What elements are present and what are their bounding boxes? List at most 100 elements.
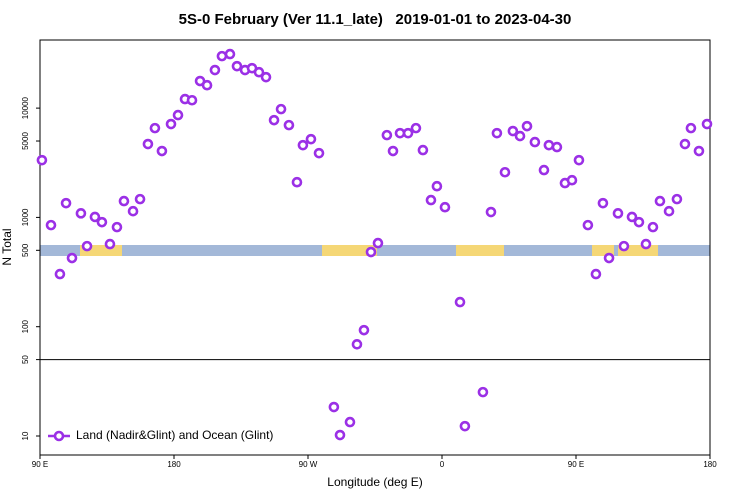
point [156,145,168,157]
point [209,64,221,76]
point [134,193,146,205]
x-axis-label: Longitude (deg E) [327,475,422,489]
point [372,237,384,249]
point [417,144,429,156]
point [685,122,697,134]
point [603,252,615,264]
point [45,219,57,231]
point [521,120,533,132]
point [75,208,87,219]
point [663,205,675,217]
point [328,401,340,413]
point [127,205,139,217]
point [402,127,414,139]
x-tick-label: 90 W [299,460,318,469]
point [499,166,511,178]
point [671,193,683,205]
point [231,60,243,72]
point [111,221,123,233]
point [507,125,519,137]
point [529,136,541,148]
point [365,246,377,258]
point [612,208,624,219]
point [358,324,370,336]
point [66,252,78,264]
point [679,138,691,150]
y-tick-label: 100 [21,319,30,333]
point [118,195,130,207]
point [590,268,602,280]
point [459,420,471,432]
point [647,221,659,233]
point [491,127,503,139]
x-tick-label: 180 [167,460,181,469]
point [334,429,346,441]
point [538,164,550,176]
point [89,211,101,223]
point [81,240,93,252]
point [283,119,295,131]
point [142,138,154,150]
legend-marker [53,430,65,442]
point [344,416,356,428]
x-tick-label: 90 E [32,460,48,469]
point [149,122,161,134]
point [654,195,666,207]
y-axis-label: N Total [0,228,14,265]
point [351,339,363,350]
point [431,180,443,192]
y-tick-label: 10000 [21,96,30,119]
x-tick-label: 90 E [568,460,584,469]
point [104,238,116,250]
map-land [80,245,658,256]
point [633,216,645,228]
point [693,145,705,157]
point [224,48,236,60]
y-tick-label: 1000 [21,208,30,226]
x-tick-label: 180 [703,460,717,469]
point [701,118,713,130]
point [543,139,555,151]
point [514,130,526,142]
y-tick-label: 500 [21,243,30,257]
point [485,206,497,218]
point [551,141,563,153]
point [96,216,108,228]
point [186,94,198,106]
x-tick-label: 0 [440,460,445,469]
legend-label: Land (Nadir&Glint) and Ocean (Glint) [76,428,273,442]
point [618,240,630,252]
y-tick-label: 50 [21,355,30,364]
point [297,139,309,151]
point [291,176,303,188]
point [54,268,66,280]
point [60,197,72,209]
point [36,154,48,166]
point [454,296,466,308]
point [165,118,177,130]
point [566,174,578,186]
point [573,154,585,166]
point [268,114,280,126]
point [305,133,317,145]
y-tick-label: 10 [21,431,30,440]
point [260,71,272,83]
point [381,129,393,141]
y-tick-label: 5000 [21,132,30,150]
point [439,201,451,213]
point [477,386,489,398]
point [275,103,287,115]
point [597,197,609,209]
point [410,122,422,134]
chart-title: 5S-0 February (Ver 11.1_late) 2019-01-01… [179,11,572,28]
point [172,109,184,121]
point [640,238,652,250]
plot-frame [39,39,711,456]
point [313,147,325,159]
point [582,219,594,231]
point [626,211,638,223]
point [201,79,213,91]
point [387,145,399,157]
point [425,194,437,206]
